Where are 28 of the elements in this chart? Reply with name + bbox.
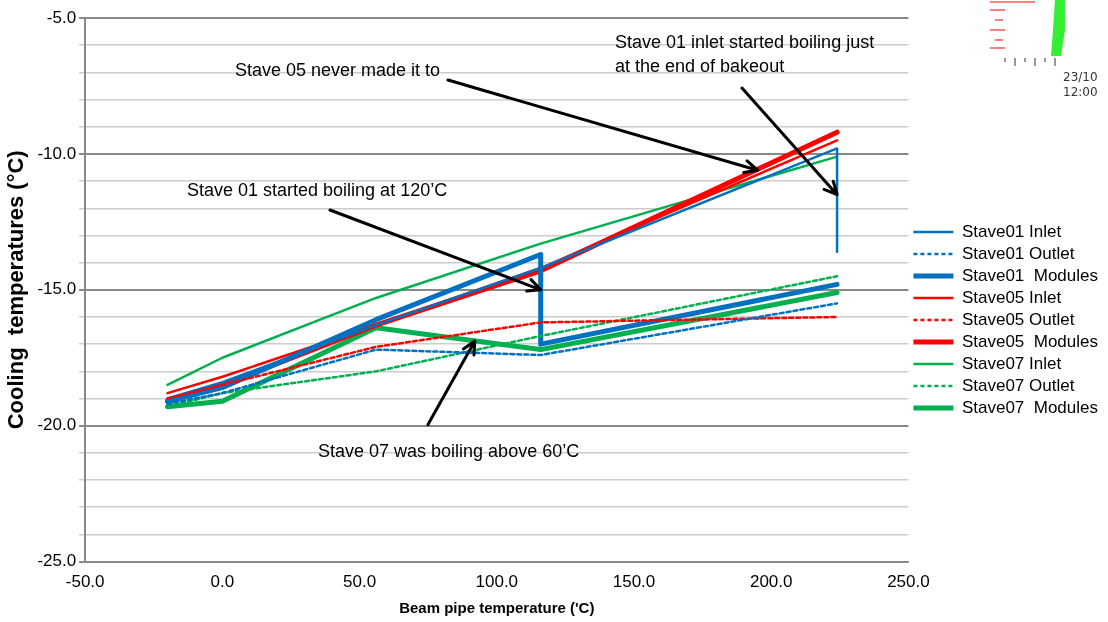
y-tick-label: -10.0 <box>37 143 77 163</box>
x-axis-title: Beam pipe temperature ('C) <box>399 599 595 617</box>
x-tick-label: 150.0 <box>612 572 656 592</box>
annotation: Stave 01 started boiling at 120’C <box>187 180 448 200</box>
text: 23/10 12:00 <box>1063 70 1098 100</box>
legend-label: Stave07 Inlet <box>961 353 1062 373</box>
y-tick-label: -20.0 <box>37 415 77 435</box>
legend-label: Stave05 Inlet <box>961 287 1062 307</box>
legend-label: Stave05 Outlet <box>961 309 1075 329</box>
x-tick-label: 50.0 <box>343 572 377 592</box>
x-tick-label: 100.0 <box>475 572 519 592</box>
x-tick-label: 200.0 <box>749 572 793 592</box>
y-tick-label: -15.0 <box>37 279 77 299</box>
annotation: Stave 05 never made it to <box>235 60 441 80</box>
annotation: Stave 01 inlet started boiling just at the end of bakeout <box>615 32 875 76</box>
legend-label: Stave07 Outlet <box>961 375 1075 395</box>
legend-label: Stave01 Inlet <box>961 221 1062 241</box>
legend-label: Stave01 Modules <box>961 265 1099 285</box>
x-tick-label: 250.0 <box>887 572 930 592</box>
y-tick-label: -5.0 <box>46 7 77 27</box>
annotation: Stave 07 was boiling above 60’C <box>318 441 580 461</box>
y-tick-label: -25.0 <box>37 551 77 571</box>
y-axis-title: Cooling temperatures (°C) <box>3 150 29 430</box>
x-tick-label: -50.0 <box>65 572 105 592</box>
legend-label: Stave07 Modules <box>961 397 1099 417</box>
legend-label: Stave05 Modules <box>961 331 1099 351</box>
x-tick-label: 0.0 <box>210 572 235 592</box>
legend-label: Stave01 Outlet <box>961 243 1075 263</box>
